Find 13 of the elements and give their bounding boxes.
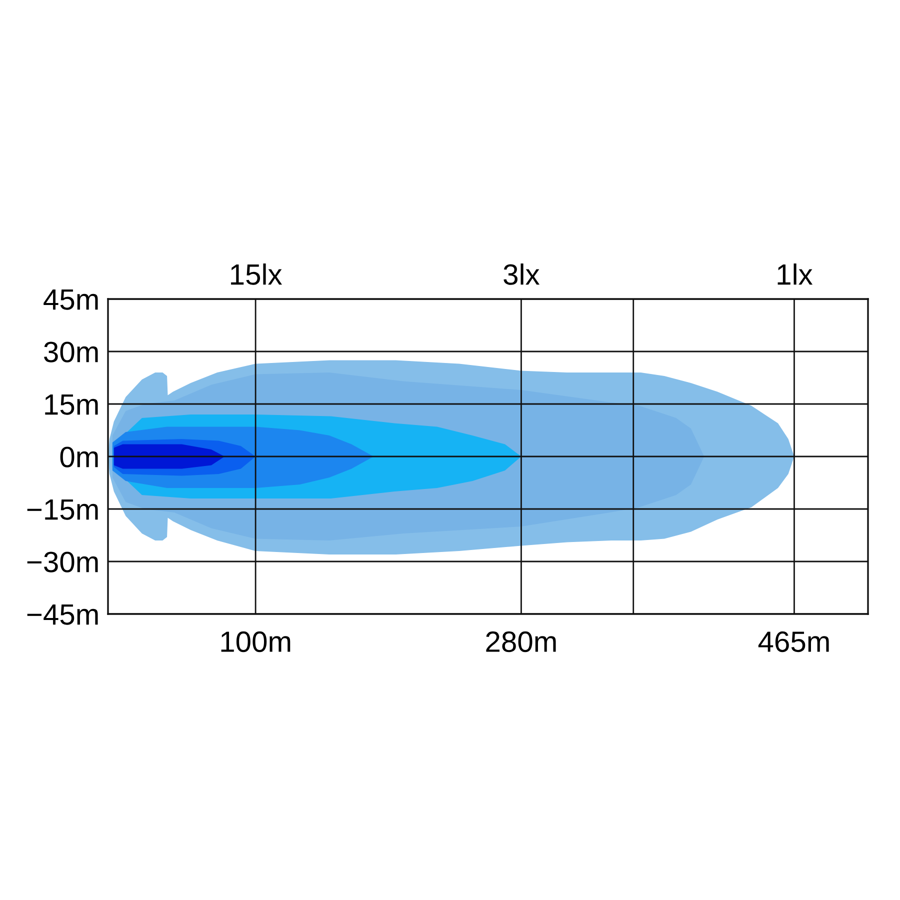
- y-tick-label: 45m: [44, 290, 98, 310]
- y-tick-label: −30m: [27, 552, 98, 572]
- y-tick-label: −45m: [27, 604, 98, 625]
- y-tick-label: −15m: [27, 500, 98, 520]
- text: 3lx: [504, 263, 540, 285]
- y-tick-label: 30m: [44, 342, 98, 362]
- x-tick-label: 100m: [221, 631, 290, 652]
- x-tick-label: 465m: [758, 631, 829, 652]
- x-tick-label: 280m: [486, 631, 556, 652]
- y-tick-label: 0m: [60, 446, 98, 468]
- text: 15lx: [231, 263, 282, 285]
- text: 1lx: [778, 263, 813, 285]
- y-tick-label: 15m: [45, 394, 98, 415]
